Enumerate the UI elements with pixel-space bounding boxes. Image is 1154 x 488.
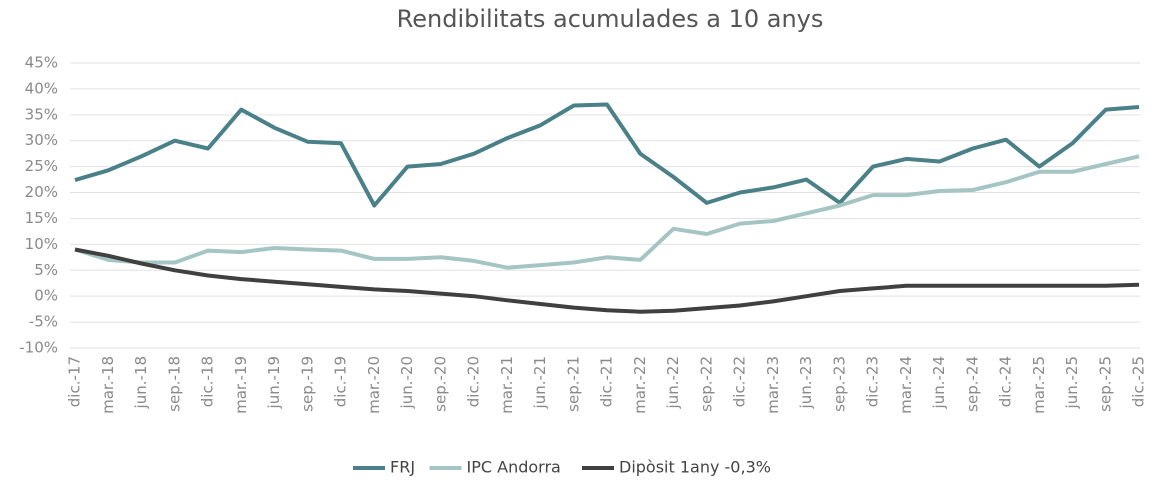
x-tick-label: dic.-18 xyxy=(199,356,217,407)
x-tick-label: mar.-24 xyxy=(897,356,915,414)
x-tick-label: sep.-20 xyxy=(431,356,449,412)
x-tick-label: mar.-25 xyxy=(1030,356,1048,414)
y-tick-label: -10% xyxy=(19,339,58,357)
x-tick-label: dic.-25 xyxy=(1130,356,1148,407)
series-line xyxy=(74,102,1140,208)
x-tick-label: sep.-25 xyxy=(1096,356,1114,412)
x-tick-label: dic.-22 xyxy=(731,356,749,407)
y-tick-label: 20% xyxy=(25,183,58,201)
x-tick-label: mar.-20 xyxy=(365,356,383,414)
x-tick-label: dic.-21 xyxy=(598,356,616,407)
y-tick-label: 10% xyxy=(25,235,58,253)
y-tick-label: 30% xyxy=(25,131,58,149)
x-tick-label: sep.-19 xyxy=(298,356,316,412)
x-tick-label: mar.-18 xyxy=(99,356,117,414)
x-tick-label: jun.-19 xyxy=(265,356,283,409)
x-tick-label: dic.-23 xyxy=(864,356,882,407)
x-tick-label: dic.-20 xyxy=(465,356,483,407)
x-tick-label: sep.-21 xyxy=(564,356,582,412)
chart-title: Rendibilitats acumulades a 10 anys xyxy=(397,5,824,33)
y-tick-label: 0% xyxy=(34,287,58,305)
x-tick-label: mar.-22 xyxy=(631,356,649,414)
x-tick-label: jun.-23 xyxy=(797,356,815,409)
y-tick-label: 5% xyxy=(34,261,58,279)
legend-label: IPC Andorra xyxy=(467,458,561,477)
y-tick-label: 15% xyxy=(25,209,58,227)
y-tick-label: 40% xyxy=(25,79,58,97)
x-tick-label: jun.-20 xyxy=(398,356,416,409)
x-tick-label: jun.-25 xyxy=(1063,356,1081,409)
x-tick-label: mar.-19 xyxy=(232,356,250,414)
x-tick-label: jun.-24 xyxy=(930,356,948,409)
x-tick-label: sep.-22 xyxy=(697,356,715,412)
x-tick-label: dic.-17 xyxy=(66,356,84,407)
x-tick-label: jun.-18 xyxy=(132,356,150,409)
x-tick-label: dic.-19 xyxy=(332,356,350,407)
x-tick-label: dic.-24 xyxy=(997,356,1015,407)
x-tick-label: sep.-18 xyxy=(165,356,183,412)
series-line xyxy=(74,154,1140,270)
y-tick-label: 45% xyxy=(25,54,58,72)
x-tick-label: sep.-23 xyxy=(830,356,848,412)
y-tick-label: -5% xyxy=(29,313,58,331)
legend-label: FRJ xyxy=(390,458,415,477)
y-tick-label: 25% xyxy=(25,157,58,175)
series-line xyxy=(74,247,1140,314)
x-tick-label: sep.-24 xyxy=(963,356,981,412)
legend-label: Dipòsit 1any -0,3% xyxy=(619,458,771,477)
x-tick-label: jun.-21 xyxy=(531,356,549,409)
x-tick-label: mar.-21 xyxy=(498,356,516,414)
x-tick-label: mar.-23 xyxy=(764,356,782,414)
y-tick-label: 35% xyxy=(25,105,58,123)
x-tick-label: jun.-22 xyxy=(664,356,682,409)
